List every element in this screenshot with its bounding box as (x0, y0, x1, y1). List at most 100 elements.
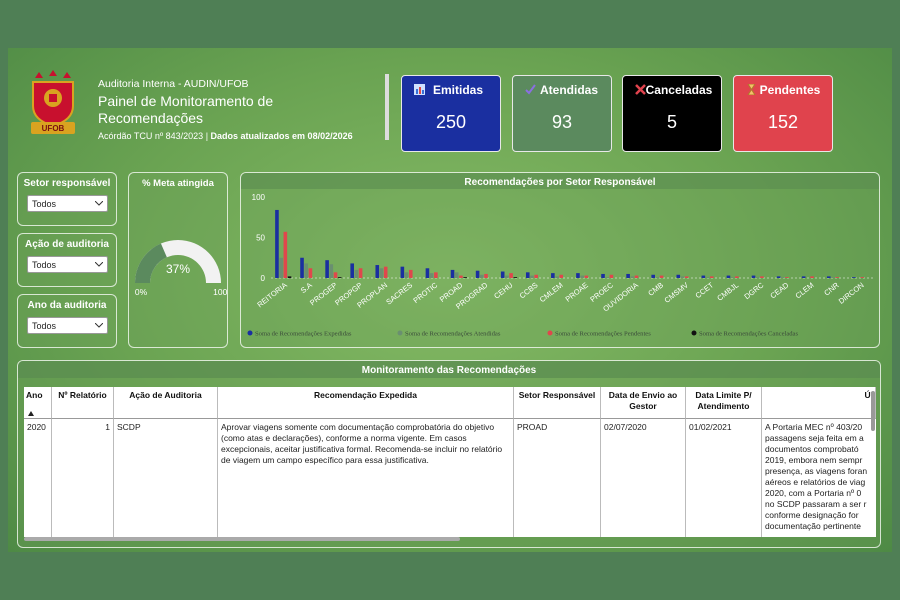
bar (379, 268, 384, 278)
column-header[interactable]: Nº Relatório (52, 387, 114, 419)
bar (308, 268, 313, 278)
bar (459, 275, 463, 278)
bar (358, 268, 363, 278)
x-tick-label: PROTIC (411, 280, 439, 305)
bar (659, 275, 664, 278)
legend-marker (397, 330, 403, 336)
filter-dropdown[interactable]: Todos (27, 256, 108, 273)
legend-label: Soma de Recomendações Pendentes (555, 331, 651, 338)
bar (275, 209, 279, 278)
bar (755, 277, 760, 278)
cell-line: no SCDP passaram a ser r (765, 499, 867, 509)
bar (400, 266, 405, 278)
cell-line: passagens seja feita em a (765, 433, 864, 443)
x-tick-label: CEAD (768, 280, 790, 300)
kpi-card: Pendentes 152 (733, 75, 833, 152)
filter-label: Setor responsável (23, 178, 111, 189)
bar (852, 277, 856, 278)
column-header[interactable]: Úl (762, 387, 876, 419)
filter-dropdown[interactable]: Todos (27, 317, 108, 334)
bar (634, 275, 639, 278)
kpi-icon (747, 84, 756, 95)
bar (785, 277, 789, 278)
logo-text: UFOB (42, 124, 65, 133)
bar (333, 272, 338, 278)
kpi-label: Atendidas (539, 83, 598, 97)
bar (304, 263, 309, 278)
kpi-value: 93 (551, 112, 573, 132)
bar (676, 274, 681, 278)
kpi-icon (525, 84, 536, 95)
column-header[interactable]: Setor Responsável (514, 387, 601, 419)
kpi-value: 5 (666, 112, 677, 132)
cell-line: conforme designação for (765, 510, 859, 520)
bar (555, 276, 559, 278)
bar (826, 276, 831, 278)
x-tick-label: SACRES (384, 280, 414, 306)
bar (408, 269, 413, 278)
column-header[interactable]: Recomendação Expedida (218, 387, 514, 419)
column-header[interactable]: Data de Envio ao Gestor (601, 387, 686, 419)
updated: Dados atualizados em 08/02/2026 (210, 131, 353, 141)
cell-line: presença, as viagens foran (765, 466, 868, 476)
bar (337, 277, 342, 278)
bar (287, 276, 292, 278)
column-header[interactable]: Ação de Auditoria (114, 387, 218, 419)
title: Painel de Monitoramento de Recomendações (98, 93, 274, 126)
legend-label: Soma de Recomendações Canceladas (699, 331, 798, 338)
bar (605, 277, 610, 278)
kpi-card: Emitidas 250 (401, 75, 501, 152)
sort-arrow (28, 411, 34, 416)
x-tick-label: CMSMV (663, 280, 691, 304)
bar (300, 257, 304, 278)
gauge-panel: % Meta atingida 37% 0% 100% (128, 172, 228, 348)
cell-line: A Portaria MEC nº 403/20 (765, 422, 863, 432)
vertical-scrollbar[interactable] (871, 391, 875, 431)
column-header[interactable]: Ano (24, 387, 52, 419)
filter-panel: Setor responsável Todos (17, 172, 117, 226)
bar (505, 275, 509, 278)
bar (576, 273, 580, 278)
dropdown-arrow (95, 262, 103, 267)
kpi-icon (635, 84, 646, 95)
bar (735, 276, 739, 278)
bar (429, 273, 434, 278)
table-cell: A Portaria MEC nº 403/20 passagens seja f… (762, 419, 876, 537)
bar (525, 272, 530, 278)
column-header[interactable]: Data Limite P/ Atendimento (686, 387, 762, 419)
filter-label: Ano da auditoria (27, 300, 107, 311)
gauge-title: % Meta atingida (142, 178, 214, 189)
subtitle-line: Acórdão TCU nº 843/2023 | Dados atualiza… (98, 131, 353, 141)
org: Auditoria Interna - AUDIN/UFOB (98, 78, 249, 90)
gauge-max-label: 100% (213, 287, 227, 297)
cell-line: 2020, com a Portaria nº 0 (765, 488, 862, 498)
bar (279, 257, 283, 278)
x-tick-label: REITORIA (255, 280, 288, 309)
chart-panel: Recomendações por Setor Responsável 0 50 1… (240, 172, 880, 348)
x-tick-label: DIRCON (837, 280, 866, 305)
kpi-label: Pendentes (759, 83, 821, 97)
kpi-value: 152 (767, 112, 799, 132)
filter-dropdown[interactable]: Todos (27, 195, 108, 212)
cell-line: 2019, embora nem sempr (765, 455, 863, 465)
gauge-value-label: 37% (166, 262, 190, 276)
x-tick-label: CCBS (518, 280, 540, 300)
divider (385, 74, 389, 140)
subtitle: Acórdão TCU nº 843/2023 (98, 131, 204, 141)
legend-marker (691, 330, 697, 336)
bar (534, 274, 538, 278)
bar (630, 276, 635, 278)
scrollbar[interactable] (24, 537, 460, 541)
bar (375, 265, 380, 278)
cell-line: documentos comprobató (765, 444, 859, 454)
bar (726, 275, 731, 278)
kpi-card: Canceladas 5 (622, 75, 722, 152)
bar (325, 260, 329, 278)
bar (513, 277, 518, 278)
bar (350, 263, 354, 278)
bar (751, 275, 756, 278)
legend-marker (247, 330, 253, 336)
x-tick-label: CMB (646, 280, 665, 297)
kpi-label: Emitidas (432, 83, 483, 97)
